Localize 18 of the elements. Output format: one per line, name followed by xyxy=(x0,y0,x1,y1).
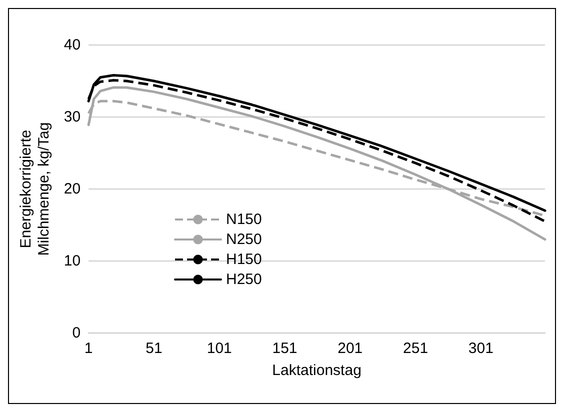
y-axis-title: Energiekorrigierte Milchmenge, kg/Tag xyxy=(18,122,52,256)
y-tick-label: 20 xyxy=(64,180,81,198)
x-tick-label: 101 xyxy=(206,340,232,357)
y-tick-label: 40 xyxy=(64,36,81,54)
x-tick-label: 251 xyxy=(403,340,428,357)
y-tick-label: 30 xyxy=(64,108,81,126)
x-tick-label: 1 xyxy=(84,340,93,357)
x-tick-label: 151 xyxy=(272,340,298,357)
legend-label: H250 xyxy=(226,271,262,288)
y-tick-label: 10 xyxy=(64,252,81,270)
x-tick-label: 51 xyxy=(146,340,162,357)
legend-label: N250 xyxy=(226,231,262,248)
y-tick-label: 0 xyxy=(72,324,81,342)
x-axis-title: Laktationstag xyxy=(272,362,362,379)
legend-label: N150 xyxy=(226,211,262,228)
x-tick-label: 301 xyxy=(468,340,494,357)
legend-label: H150 xyxy=(226,251,262,268)
x-tick-label: 201 xyxy=(338,340,363,357)
